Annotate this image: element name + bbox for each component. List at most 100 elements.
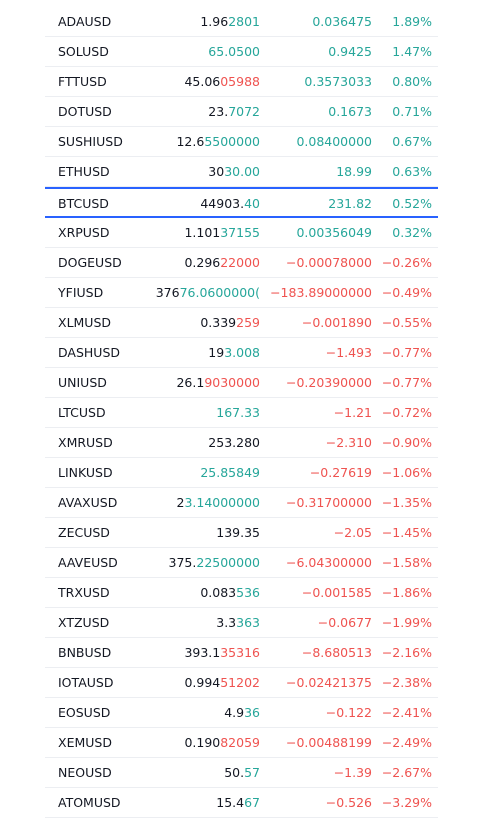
watchlist-row-bnbusd[interactable]: BNBUSD 393.135316 −8.680513 −2.16% — [45, 638, 438, 668]
symbol-label: XRPUSD — [58, 225, 110, 240]
last-price: 0.99451202 — [80, 668, 260, 697]
watchlist-row-yfiusd[interactable]: YFIUSD 37676.0600000(−183.89000000 −0.49% — [45, 278, 438, 308]
symbol-label: XMRUSD — [58, 435, 113, 450]
change-percent: −0.77% — [381, 345, 432, 360]
last-price-base: 0.190 — [184, 735, 221, 750]
watchlist-row-xlmusd[interactable]: XLMUSD 0.339259 −0.001890 −0.55% — [45, 308, 438, 338]
change-percent: −3.29% — [381, 795, 432, 810]
change-value: 18.99 — [336, 164, 372, 179]
change-value: −1.493 — [325, 345, 372, 360]
watchlist-row-xtzusd[interactable]: XTZUSD 3.3363 −0.0677 −1.99% — [45, 608, 438, 638]
watchlist-row-xrpusd[interactable]: XRPUSD 1.10137155 0.00356049 0.32% — [45, 218, 438, 248]
watchlist-row-adausd[interactable]: ADAUSD 1.962801 0.036475 1.89% — [45, 7, 438, 37]
last-price: 25.85849 — [80, 458, 260, 487]
last-price: 0.19082059 — [80, 728, 260, 757]
change-value: −0.0677 — [317, 615, 372, 630]
symbol-label: XLMUSD — [58, 315, 112, 330]
change-value: −183.89000000 — [270, 285, 372, 300]
last-price: 0.083536 — [80, 578, 260, 607]
change-value: −6.04300000 — [285, 555, 372, 570]
last-price-base: 0.994 — [184, 675, 221, 690]
watchlist-row-btcusd[interactable]: BTCUSD 44903.40 231.82 0.52% — [45, 187, 438, 218]
change-value: −0.27619 — [309, 465, 372, 480]
last-price: 50.57 — [80, 758, 260, 787]
watchlist-row-linkusd[interactable]: LINKUSD 25.85849 −0.27619 −1.06% — [45, 458, 438, 488]
watchlist-row-dashusd[interactable]: DASHUSD 193.008 −1.493 −0.77% — [45, 338, 438, 368]
change-percent: −0.72% — [381, 405, 432, 420]
change-value: 0.9425 — [328, 44, 372, 59]
symbol-label: XEMUSD — [58, 735, 112, 750]
last-price-base: 0.339 — [200, 315, 237, 330]
watchlist-row-eosusd[interactable]: EOSUSD 4.936 −0.122 −2.41% — [45, 698, 438, 728]
change-value: −1.21 — [333, 405, 372, 420]
last-price-changed-digits: 9030000 — [204, 375, 260, 390]
change-value: −0.001890 — [301, 315, 372, 330]
last-price-base: 376 — [155, 285, 180, 300]
symbol-label: DOGEUSD — [58, 255, 122, 270]
symbol-label: YFIUSD — [58, 285, 104, 300]
last-price: 15.467 — [80, 788, 260, 817]
last-price-changed-digits: 51202 — [220, 675, 260, 690]
last-price-changed-digits: 3.008 — [224, 345, 260, 360]
watchlist-row-neousd[interactable]: NEOUSD 50.57 −1.39 −2.67% — [45, 758, 438, 788]
last-price-changed-digits: 5500000 — [204, 134, 260, 149]
last-price-base: 1.96 — [200, 14, 229, 29]
change-percent: −2.67% — [381, 765, 432, 780]
last-price-changed-digits: 259 — [236, 315, 260, 330]
symbol-label: LTCUSD — [58, 405, 106, 420]
watchlist-row-dogeusd[interactable]: DOGEUSD 0.29622000 −0.00078000 −0.26% — [45, 248, 438, 278]
last-price: 193.008 — [80, 338, 260, 367]
change-percent: −0.26% — [381, 255, 432, 270]
last-price-changed-digits: 40 — [244, 196, 260, 211]
last-price: 23.7072 — [80, 97, 260, 126]
last-price-changed-digits: 67 — [244, 795, 260, 810]
watchlist-row-xemusd[interactable]: XEMUSD 0.19082059 −0.00488199 −2.49% — [45, 728, 438, 758]
change-value: −2.05 — [333, 525, 372, 540]
watchlist-row-sushiusd[interactable]: SUSHIUSD 12.65500000 0.08400000 0.67% — [45, 127, 438, 157]
last-price-base: 0.296 — [184, 255, 221, 270]
symbol-label: AVAXUSD — [58, 495, 118, 510]
symbol-label: LINKUSD — [58, 465, 113, 480]
watchlist-row-fttusd[interactable]: FTTUSD 45.0605988 0.3573033 0.80% — [45, 67, 438, 97]
change-value: −2.310 — [325, 435, 372, 450]
change-value: 231.82 — [328, 196, 372, 211]
last-price-base: 393.1 — [184, 645, 221, 660]
last-price-base: 15.4 — [216, 795, 245, 810]
last-price-changed-digits: 76.0600000( — [179, 285, 260, 300]
change-percent: −1.99% — [381, 615, 432, 630]
watchlist-row-ltcusd[interactable]: LTCUSD 167.33 −1.21 −0.72% — [45, 398, 438, 428]
change-percent: 1.47% — [392, 44, 432, 59]
change-value: −0.20390000 — [285, 375, 372, 390]
last-price: 12.65500000 — [80, 127, 260, 156]
symbol-label: ETHUSD — [58, 164, 110, 179]
last-price: 1.962801 — [80, 7, 260, 36]
change-value: −8.680513 — [301, 645, 372, 660]
change-percent: −2.38% — [381, 675, 432, 690]
last-price-base: 12.6 — [176, 134, 205, 149]
symbol-label: SUSHIUSD — [58, 134, 123, 149]
symbol-label: ATOMUSD — [58, 795, 121, 810]
watchlist-row-avaxusd[interactable]: AVAXUSD 23.14000000 −0.31700000 −1.35% — [45, 488, 438, 518]
change-value: 0.08400000 — [296, 134, 372, 149]
symbol-label: EOSUSD — [58, 705, 111, 720]
symbol-label: IOTAUSD — [58, 675, 114, 690]
watchlist-row-xmrusd[interactable]: XMRUSD 253.280 −2.310 −0.90% — [45, 428, 438, 458]
symbol-label: AAVEUSD — [58, 555, 118, 570]
watchlist-row-solusd[interactable]: SOLUSD 65.0500 0.9425 1.47% — [45, 37, 438, 67]
symbol-label: UNIUSD — [58, 375, 107, 390]
watchlist-row-ethusd[interactable]: ETHUSD 3030.00 18.99 0.63% — [45, 157, 438, 187]
symbol-label: DASHUSD — [58, 345, 120, 360]
last-price-changed-digits: 82059 — [220, 735, 260, 750]
last-price-changed-digits: 167.33 — [216, 405, 260, 420]
change-percent: −2.41% — [381, 705, 432, 720]
watchlist-row-iotausd[interactable]: IOTAUSD 0.99451202 −0.02421375 −2.38% — [45, 668, 438, 698]
watchlist-row-zecusd[interactable]: ZECUSD 139.35 −2.05 −1.45% — [45, 518, 438, 548]
last-price-base: 4.9 — [224, 705, 245, 720]
watchlist-row-uniusd[interactable]: UNIUSD 26.19030000 −0.20390000 −0.77% — [45, 368, 438, 398]
watchlist-row-aaveusd[interactable]: AAVEUSD 375.22500000 −6.04300000 −1.58% — [45, 548, 438, 578]
last-price-changed-digits: 22000 — [220, 255, 260, 270]
watchlist-row-dotusd[interactable]: DOTUSD 23.7072 0.1673 0.71% — [45, 97, 438, 127]
change-value: −0.00078000 — [285, 255, 372, 270]
change-percent: −2.16% — [381, 645, 432, 660]
watchlist-row-trxusd[interactable]: TRXUSD 0.083536 −0.001585 −1.86% — [45, 578, 438, 608]
